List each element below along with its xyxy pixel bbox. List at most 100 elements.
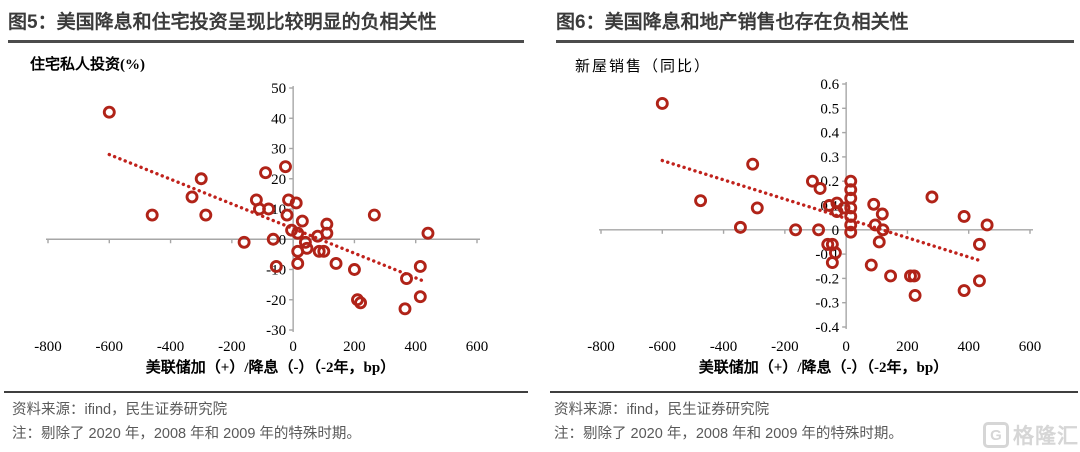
data-point [844,209,858,223]
data-point [980,218,994,232]
x-tick-label: -400 [157,339,185,355]
data-point [844,201,858,215]
data-point [746,157,760,171]
data-point [300,241,314,255]
data-point [347,263,361,276]
data-point [145,208,159,222]
data-point [864,258,878,272]
figure6-panel: 图6：美国降息和地产销售也存在负相关性 新屋销售（同比） -800 -600 -40… [540,0,1080,452]
data-point [957,209,971,223]
data-point [844,225,858,239]
trend-line [107,152,427,284]
y-tick-label: 50 [271,81,286,97]
data-point [812,223,826,237]
data-point [259,166,273,180]
x-tick-label: 200 [896,339,919,355]
data-point [821,237,835,251]
y-tick-label: 0.4 [820,126,839,142]
y-tick-label: 0 [832,223,840,239]
figure5-title: 图5：美国降息和住宅投资呈现比较明显的负相关性 [8,10,524,43]
y-tick-label: -0.4 [815,320,839,336]
data-point [262,202,276,216]
x-axis-title: 美联储加（+）/降息（-）（-2年，bp） [699,358,948,376]
x-tick-label: 0 [842,339,850,355]
x-tick-label: -600 [649,339,677,355]
y-tick-label: -20 [266,293,286,309]
x-tick-label: -200 [218,339,246,355]
data-point [367,208,381,222]
x-tick-label: 600 [466,339,489,355]
x-tick-label: -800 [587,339,615,355]
data-point [844,183,858,197]
gelonghui-watermark: G 格隆汇 [983,420,1079,450]
data-point [185,190,199,204]
data-point [957,284,971,298]
figure6-y-axis-title: 新屋销售（同比） [575,59,712,75]
data-point [237,235,251,249]
y-tick-label: 20 [271,172,286,188]
x-tick-label: 0 [289,339,297,355]
data-point [279,160,292,174]
y-tick-label: -0.3 [815,296,839,312]
x-tick-label: -200 [771,339,799,355]
figure5-y-axis-title: 住宅私人投资(%) [30,57,145,73]
data-point [280,208,294,222]
data-point [822,199,836,212]
y-tick-label: -30 [266,323,286,339]
data-point [354,296,368,310]
figure5-scatter-chart: -800 -600 -400 -200 0 200 400 60050403020100-10… [34,81,489,376]
data-point [298,235,312,249]
data-point [320,226,334,240]
data-point [844,218,858,232]
y-tick-label: 30 [271,142,286,158]
data-point [291,256,305,270]
x-axis-title: 美联储加（+）/降息（-）（-2年，bp） [146,358,395,376]
data-point [398,302,412,316]
figure6-title: 图6：美国降息和地产销售也存在负相关性 [556,10,1074,43]
data-point [312,244,326,258]
x-tick-label: 200 [343,339,366,355]
gelonghui-logo-icon: G [983,422,1009,448]
y-tick-label: 0.5 [820,101,839,117]
data-point [266,232,280,246]
data-point [908,288,922,302]
figure6-source: 资料来源：ifind，民生证券研究院 [554,402,770,418]
data-point [828,246,842,260]
data-point [694,194,708,208]
x-tick-label: -600 [96,339,124,355]
figure6-bottom-rule [550,391,1078,393]
data-point [805,174,819,188]
data-point [733,220,747,234]
figure6-scatter-chart: -800 -600 -400 -200 0 200 400 600 0.6 0.5 0.4 0.3 0.… [587,77,1042,376]
data-point [884,269,898,283]
y-tick-label: 40 [271,111,286,127]
data-point [194,172,208,186]
data-point [329,256,343,270]
y-tick-label: 0.2 [820,174,839,190]
data-point [269,260,283,273]
data-point [413,290,427,304]
x-tick-label: 400 [404,339,427,355]
trend-line [660,158,985,264]
data-point [789,223,803,237]
data-point [421,226,435,240]
figure5-source: 资料来源：ifind，民生证券研究院 [12,402,228,418]
data-point [317,244,331,258]
data-point [813,182,827,195]
data-point [867,197,881,211]
x-tick-label: 600 [1019,339,1042,355]
figure6-note: 注：剔除了 2020 年，2008 年和 2009 年的特殊时期。 [554,426,903,442]
data-point [295,214,309,228]
data-point [972,237,986,251]
data-point [102,105,116,119]
y-tick-label: 0.3 [820,150,839,166]
x-tick-label: 400 [957,339,980,355]
data-point [351,293,364,307]
data-point [844,174,858,188]
data-point [413,260,427,273]
figure5-bottom-rule [4,391,528,393]
data-point [750,201,764,215]
data-point [876,223,890,237]
x-tick-label: -400 [710,339,738,355]
data-point [655,96,669,110]
